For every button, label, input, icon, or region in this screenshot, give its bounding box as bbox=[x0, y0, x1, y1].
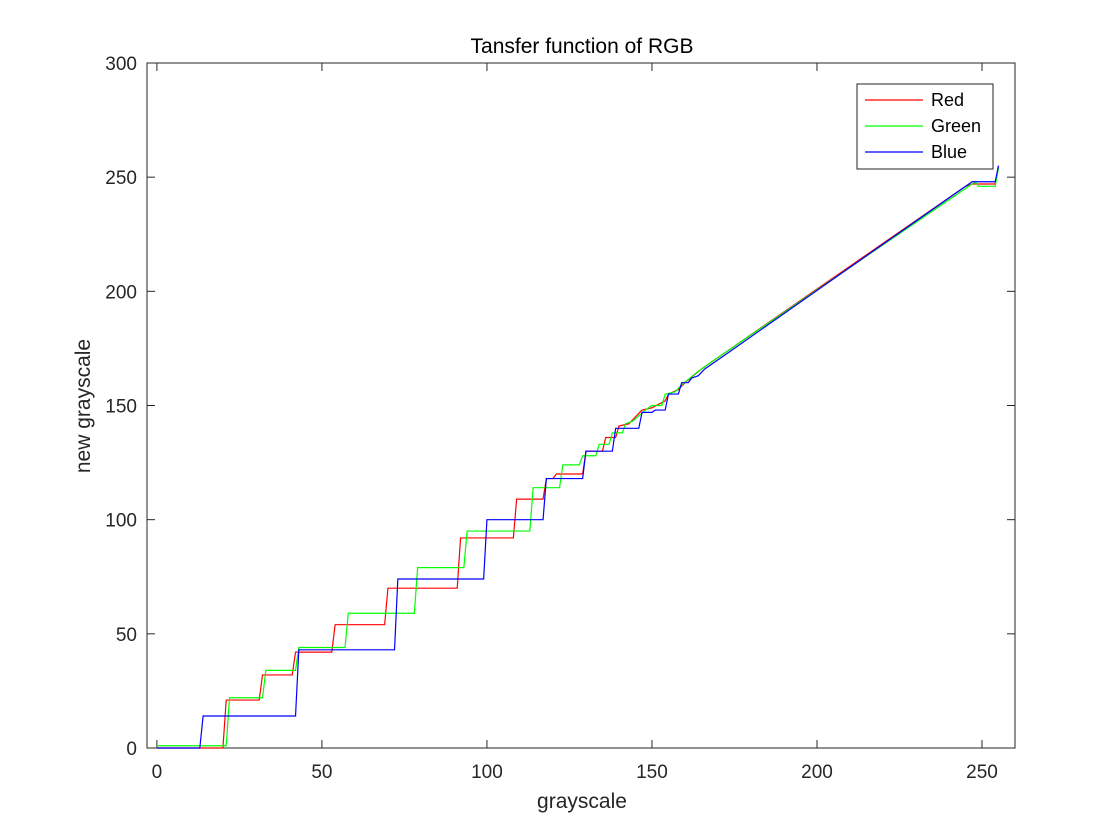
x-tick-label: 0 bbox=[152, 762, 163, 783]
series-line-green bbox=[156, 167, 1000, 747]
series-line-blue bbox=[156, 165, 1000, 749]
legend-label-blue: Blue bbox=[931, 142, 967, 162]
y-tick-label: 150 bbox=[105, 397, 137, 418]
y-axis-title: new grayscale bbox=[72, 339, 95, 473]
legend-label-green: Green bbox=[931, 116, 981, 136]
y-tick-label: 250 bbox=[105, 168, 137, 189]
legend: Red Green Blue bbox=[856, 83, 994, 170]
y-tick-label: 300 bbox=[105, 54, 137, 75]
y-tick-label: 100 bbox=[105, 511, 137, 532]
x-tick-label: 150 bbox=[636, 762, 668, 783]
series-lines bbox=[156, 165, 1000, 749]
chart-title: Tansfer function of RGB bbox=[471, 35, 694, 58]
x-tick-label: 50 bbox=[311, 762, 332, 783]
axes: 0 50 100 150 200 250 0 50 100 150 200 250 300 bbox=[105, 54, 1016, 783]
y-tick-label: 200 bbox=[105, 282, 137, 303]
y-tick-label: 0 bbox=[126, 739, 137, 760]
x-tick-label: 100 bbox=[471, 762, 503, 783]
y-tick-label: 50 bbox=[116, 625, 137, 646]
legend-label-red: Red bbox=[931, 90, 964, 110]
x-axis-title: grayscale bbox=[537, 790, 627, 813]
x-tick-label: 200 bbox=[801, 762, 833, 783]
x-tick-label: 250 bbox=[966, 762, 998, 783]
